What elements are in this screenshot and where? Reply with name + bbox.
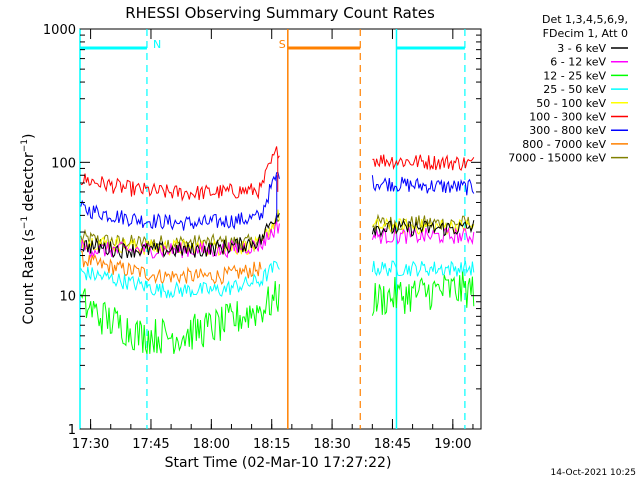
series-line	[371, 219, 475, 238]
x-tick-label: 17:45	[132, 437, 169, 452]
legend-item-label: 300 - 800 keV	[529, 124, 606, 137]
series-line	[80, 280, 280, 355]
x-tick-label: 19:00	[434, 437, 471, 452]
legend-item-label: 50 - 100 keV	[536, 97, 606, 110]
x-tick-label: 18:45	[374, 437, 411, 452]
legend-item-label: 100 - 300 keV	[529, 111, 606, 124]
y-tick-label: 100	[51, 156, 76, 171]
series-line	[371, 175, 475, 196]
legend-item-label: 6 - 12 keV	[550, 56, 606, 69]
y-tick-label: 1	[68, 423, 76, 438]
x-tick-label: 18:00	[193, 437, 230, 452]
y-axis: 1 10 100 1000	[43, 23, 481, 438]
annotation-label: S	[279, 38, 286, 51]
series-line	[372, 154, 475, 172]
series-line	[80, 215, 280, 253]
legend-item-label: 25 - 50 keV	[543, 83, 606, 96]
series-line	[371, 260, 475, 277]
series-line	[80, 146, 280, 202]
x-axis: 17:30 17:45 18:00 18:15 18:30 18:45 19:00	[72, 29, 474, 452]
legend-item-label: 3 - 6 keV	[557, 42, 606, 55]
chart-title: RHESSI Observing Summary Count Rates	[125, 4, 435, 22]
legend: Det 1,3,4,5,6,9, FDecim 1, Att 0 3 - 6 k…	[508, 13, 628, 165]
x-axis-label: Start Time (02-Mar-10 17:27:22)	[165, 455, 392, 471]
y-tick-label: 10	[59, 290, 76, 305]
series-line	[80, 251, 262, 285]
series-line	[371, 271, 475, 316]
series-line	[80, 172, 280, 231]
annotation-label: N	[153, 38, 161, 51]
legend-item-label: 800 - 7000 keV	[522, 138, 606, 151]
legend-item-label: 12 - 25 keV	[543, 69, 606, 82]
legend-header-line-2: FDecim 1, Att 0	[543, 27, 628, 40]
x-tick-label: 17:30	[72, 437, 109, 452]
series-line	[80, 212, 280, 260]
y-tick-label: 1000	[43, 23, 76, 38]
x-tick-label: 18:30	[313, 437, 350, 452]
series-line	[371, 226, 475, 246]
x-tick-label: 18:15	[253, 437, 290, 452]
series-line	[80, 260, 280, 299]
y-axis-label: Count Rate (s−1 detector−1)	[20, 134, 37, 325]
series-layer	[80, 146, 475, 355]
generated-timestamp: 14-Oct-2021 10:25	[551, 468, 636, 478]
legend-item-label: 7000 - 15000 keV	[508, 152, 606, 165]
legend-header-line-1: Det 1,3,4,5,6,9,	[542, 13, 628, 26]
